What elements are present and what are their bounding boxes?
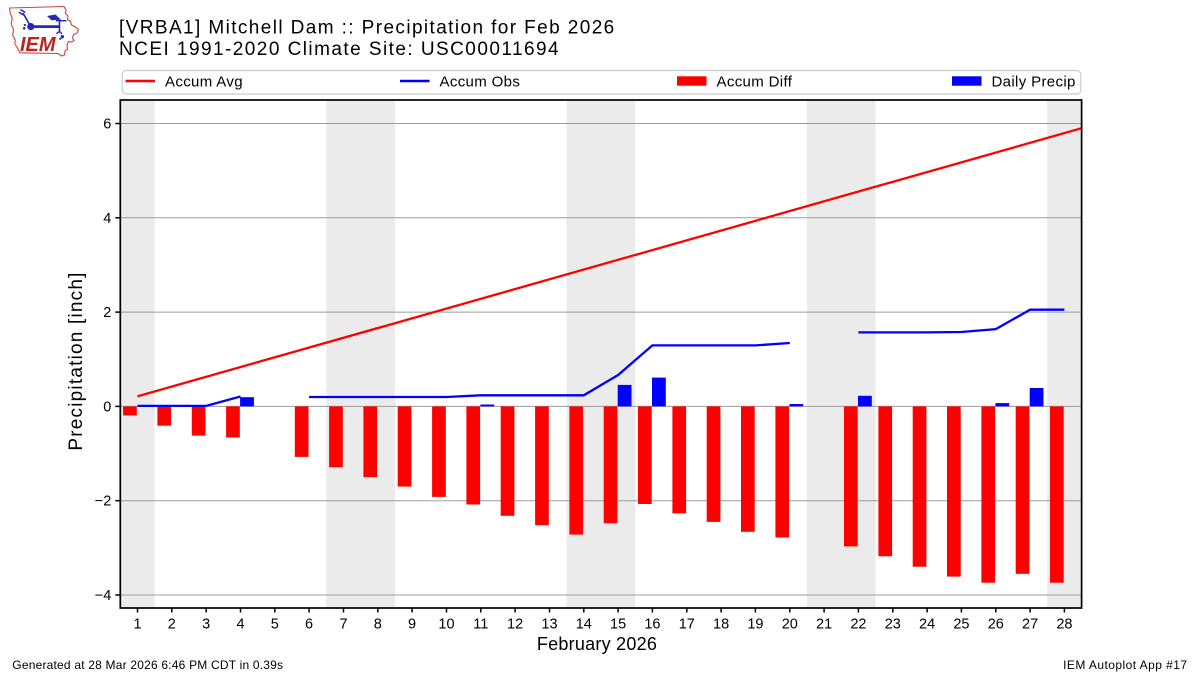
svg-text:11: 11 [473,617,488,633]
svg-text:February 2026: February 2026 [537,634,657,654]
svg-text:20: 20 [782,617,798,633]
svg-text:IEM Autoplot App #17: IEM Autoplot App #17 [1063,658,1187,672]
svg-text:0: 0 [103,399,111,415]
svg-text:1: 1 [133,617,141,633]
svg-text:5: 5 [271,617,279,633]
svg-text:7: 7 [339,617,347,633]
svg-text:27: 27 [1022,617,1038,633]
svg-text:24: 24 [919,617,935,633]
svg-text:IEM: IEM [20,34,57,56]
svg-text:Daily Precip: Daily Precip [992,73,1076,90]
svg-text:Accum Obs: Accum Obs [440,73,521,90]
svg-text:25: 25 [953,617,969,633]
svg-text:13: 13 [541,617,557,633]
svg-text:18: 18 [713,617,729,633]
svg-text:4: 4 [103,211,111,227]
svg-text:19: 19 [747,617,763,633]
svg-text:14: 14 [576,617,592,633]
svg-text:Accum Avg: Accum Avg [165,73,243,90]
svg-text:6: 6 [103,117,111,133]
svg-text:17: 17 [679,617,695,633]
svg-text:Precipitation [inch]: Precipitation [inch] [66,271,87,450]
svg-text:Generated at 28 Mar 2026 6:46: Generated at 28 Mar 2026 6:46 PM CDT in … [12,658,283,672]
svg-text:3: 3 [202,617,210,633]
svg-text:NCEI 1991-2020 Climate Site: U: NCEI 1991-2020 Climate Site: USC00011694 [119,39,560,60]
svg-text:10: 10 [438,617,454,633]
svg-text:28: 28 [1056,617,1072,633]
svg-text:[VRBA1] Mitchell Dam :: Precip: [VRBA1] Mitchell Dam :: Precipitation fo… [119,17,616,38]
svg-text:2: 2 [103,305,111,321]
svg-text:9: 9 [408,617,416,633]
svg-text:21: 21 [816,617,832,633]
svg-text:26: 26 [988,617,1004,633]
svg-text:2: 2 [168,617,176,633]
svg-text:8: 8 [374,617,382,633]
svg-text:23: 23 [885,617,901,633]
svg-text:16: 16 [644,617,660,633]
svg-text:4: 4 [236,617,244,633]
svg-text:12: 12 [507,617,523,633]
svg-text:−2: −2 [95,494,112,510]
svg-text:22: 22 [850,617,866,633]
svg-text:Accum Diff: Accum Diff [717,73,793,90]
svg-text:15: 15 [610,617,626,633]
svg-text:−4: −4 [95,588,112,604]
svg-text:6: 6 [305,617,313,633]
